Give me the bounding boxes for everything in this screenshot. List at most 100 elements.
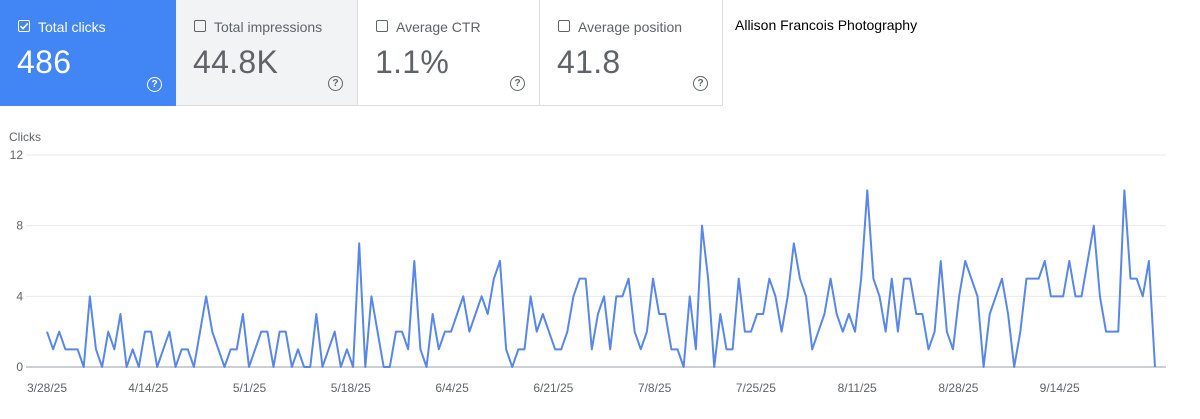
checkbox-unchecked-icon[interactable] [376,20,388,32]
data-point[interactable] [680,363,688,371]
data-point[interactable] [80,363,88,371]
data-point[interactable] [1096,292,1104,300]
data-point[interactable] [833,310,841,318]
data-point[interactable] [404,345,412,353]
data-point[interactable] [374,328,382,336]
data-point[interactable] [221,363,229,371]
data-point[interactable] [423,363,431,371]
data-point[interactable] [796,275,804,283]
data-point[interactable] [135,363,143,371]
data-point[interactable] [459,292,467,300]
data-point[interactable] [533,328,541,336]
data-point[interactable] [367,292,375,300]
data-point[interactable] [980,363,988,371]
data-point[interactable] [398,328,406,336]
data-point[interactable] [294,345,302,353]
data-point[interactable] [661,310,669,318]
data-point[interactable] [184,345,192,353]
data-point[interactable] [1090,222,1098,230]
data-point[interactable] [1065,257,1073,265]
data-point[interactable] [92,345,100,353]
data-point[interactable] [484,310,492,318]
data-point[interactable] [961,257,969,265]
data-point[interactable] [386,363,394,371]
data-point[interactable] [435,345,443,353]
data-point[interactable] [318,363,326,371]
data-point[interactable] [214,345,222,353]
data-point[interactable] [967,275,975,283]
data-point[interactable] [263,328,271,336]
data-point[interactable] [698,222,706,230]
total-clicks-card[interactable]: Total clicks 486 ? [0,0,176,106]
data-point[interactable] [1035,275,1043,283]
data-point[interactable] [343,345,351,353]
total-impressions-card[interactable]: Total impressions 44.8K ? [176,0,358,106]
data-point[interactable] [349,363,357,371]
data-point[interactable] [704,275,712,283]
data-point[interactable] [569,292,577,300]
data-point[interactable] [465,328,473,336]
data-point[interactable] [269,363,277,371]
data-point[interactable] [1145,257,1153,265]
data-point[interactable] [851,328,859,336]
data-point[interactable] [1084,257,1092,265]
data-point[interactable] [172,363,180,371]
data-point[interactable] [49,345,57,353]
average-position-card[interactable]: Average position 41.8 ? [540,0,723,106]
help-icon[interactable]: ? [693,76,708,91]
data-point[interactable] [594,310,602,318]
data-point[interactable] [625,275,633,283]
data-point[interactable] [759,310,767,318]
data-point[interactable] [949,345,957,353]
data-point[interactable] [478,292,486,300]
data-point[interactable] [202,292,210,300]
data-point[interactable] [520,345,528,353]
data-point[interactable] [282,328,290,336]
checkbox-checked-icon[interactable] [18,20,30,32]
data-point[interactable] [931,328,939,336]
data-point[interactable] [747,328,755,336]
data-point[interactable] [416,345,424,353]
data-point[interactable] [973,292,981,300]
data-point[interactable] [1016,328,1024,336]
data-point[interactable] [808,345,816,353]
data-point[interactable] [918,310,926,318]
data-point[interactable] [490,275,498,283]
data-point[interactable] [1151,363,1159,371]
data-point[interactable] [43,328,51,336]
data-point[interactable] [582,275,590,283]
data-point[interactable] [1133,275,1141,283]
data-point[interactable] [1059,292,1067,300]
data-point[interactable] [888,275,896,283]
data-point[interactable] [943,328,951,336]
data-point[interactable] [312,310,320,318]
data-point[interactable] [447,328,455,336]
data-point[interactable] [839,328,847,336]
data-point[interactable] [496,257,504,265]
data-point[interactable] [545,328,553,336]
data-point[interactable] [600,292,608,300]
data-point[interactable] [643,328,651,336]
data-point[interactable] [802,292,810,300]
data-point[interactable] [361,363,369,371]
data-point[interactable] [502,345,510,353]
data-point[interactable] [147,328,155,336]
data-point[interactable] [790,239,798,247]
data-point[interactable] [686,292,694,300]
data-point[interactable] [239,310,247,318]
data-point[interactable] [820,310,828,318]
data-point[interactable] [771,292,779,300]
data-point[interactable] [116,310,124,318]
data-point[interactable] [251,345,259,353]
data-point[interactable] [637,345,645,353]
data-point[interactable] [123,363,131,371]
data-point[interactable] [74,345,82,353]
data-point[interactable] [588,345,596,353]
help-icon[interactable]: ? [510,76,525,91]
data-point[interactable] [692,345,700,353]
data-point[interactable] [827,275,835,283]
data-point[interactable] [845,310,853,318]
data-point[interactable] [735,275,743,283]
data-point[interactable] [1114,328,1122,336]
clicks-chart[interactable]: Clicks 0 4 8 12 3/28/25 4/14/25 5/1/25 5/18/25… [0,120,1200,419]
